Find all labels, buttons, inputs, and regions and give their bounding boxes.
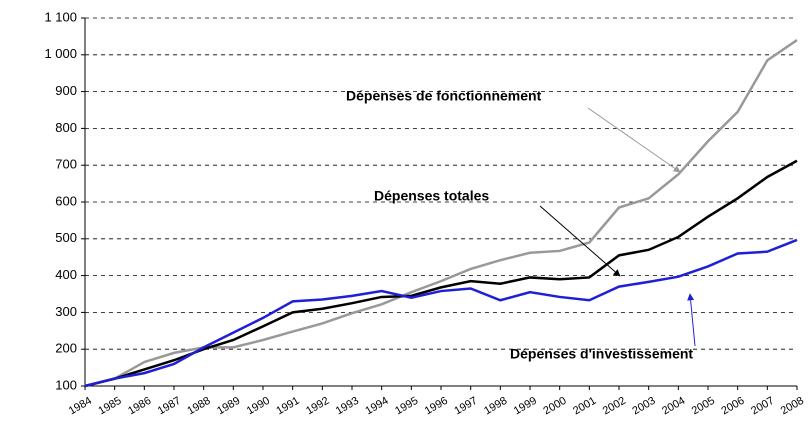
- y-tick-label: 1 100: [44, 9, 77, 24]
- x-tick-label: 2001: [571, 395, 598, 418]
- x-tick-label: 1997: [452, 395, 479, 418]
- y-tick-label: 1 000: [44, 46, 77, 61]
- y-tick-label: 900: [55, 83, 77, 98]
- annotation-label: Dépenses totales: [374, 188, 489, 204]
- annotation-label: Dépenses d'investissement: [510, 346, 693, 362]
- x-tick-label: 1987: [156, 395, 183, 418]
- y-tick-label: 300: [55, 304, 77, 319]
- y-tick-label: 600: [55, 193, 77, 208]
- x-tick-label: 2006: [719, 395, 746, 418]
- annotation-label: Dépenses de fonctionnement: [346, 88, 542, 104]
- x-tick-label: 1985: [96, 395, 123, 418]
- x-tick-label: 1990: [245, 395, 272, 418]
- y-tick-label: 400: [55, 267, 77, 282]
- x-tick-label: 1998: [482, 395, 509, 418]
- y-tick-label: 500: [55, 230, 77, 245]
- series-line: [84, 159, 798, 388]
- x-tick-label: 1996: [423, 395, 450, 418]
- x-tick-label: 2003: [630, 395, 657, 418]
- x-tick-label: 1986: [126, 395, 153, 418]
- x-tick-label: 2004: [660, 395, 687, 418]
- y-tick-label: 200: [55, 341, 77, 356]
- x-tick-label: 1988: [185, 395, 212, 418]
- x-tick-label: 2000: [541, 395, 568, 418]
- annotation-arrow: [687, 293, 696, 347]
- x-tick-label: 2005: [690, 395, 717, 418]
- annotation-arrow: [587, 107, 681, 173]
- x-tick-label: 1994: [363, 395, 390, 418]
- x-tick-label: 1999: [512, 395, 539, 418]
- x-tick-label: 2002: [601, 395, 628, 418]
- y-tick-label: 700: [55, 157, 77, 172]
- x-tick-label: 1991: [274, 395, 301, 418]
- x-tick-label: 2008: [779, 395, 806, 418]
- x-tick-label: 1992: [304, 395, 331, 418]
- x-tick-label: 1989: [215, 395, 242, 418]
- series-line: [84, 238, 798, 388]
- x-tick-label: 1984: [67, 395, 94, 418]
- y-tick-label: 100: [55, 377, 77, 392]
- x-tick-label: 1993: [334, 395, 361, 418]
- annotation-arrow: [539, 205, 621, 277]
- y-tick-label: 800: [55, 120, 77, 135]
- x-tick-label: 1995: [393, 395, 420, 418]
- x-tick-label: 2007: [749, 395, 776, 418]
